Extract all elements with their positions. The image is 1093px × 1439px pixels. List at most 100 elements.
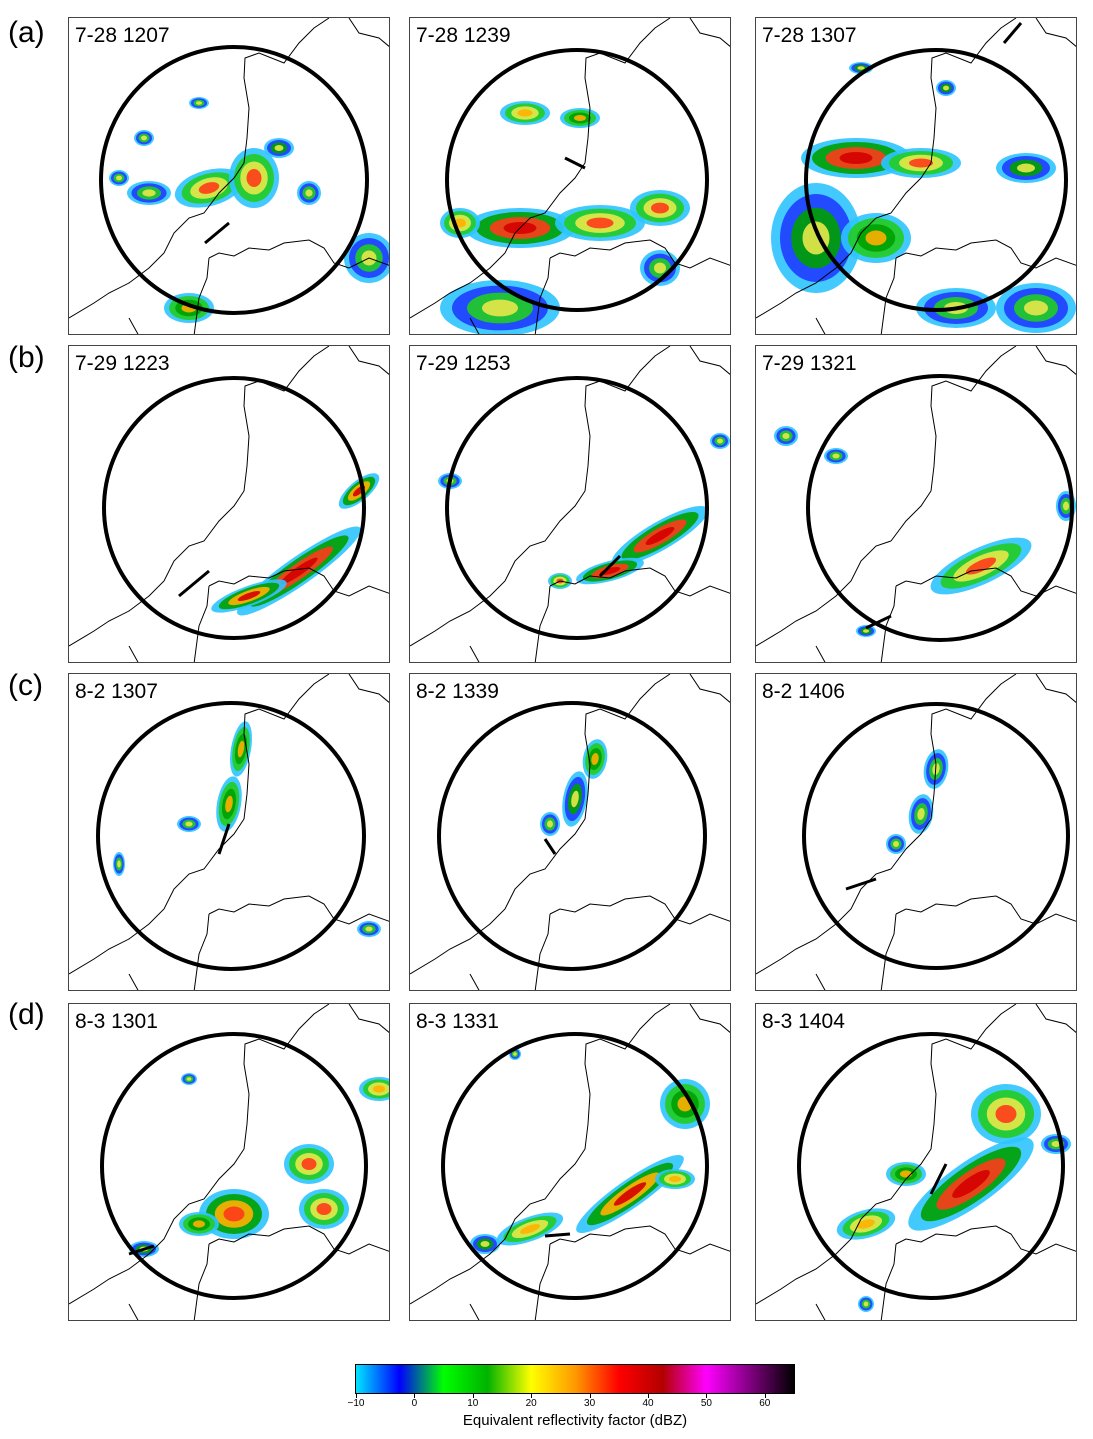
radar-map (756, 1004, 1076, 1320)
panel-timestamp: 8-2 1307 (75, 680, 158, 703)
track-marker (1002, 22, 1023, 44)
radar-panel: 8-2 1406 (755, 673, 1077, 991)
panel-timestamp: 8-2 1406 (762, 680, 845, 703)
echo-cluster (297, 181, 321, 205)
track-marker (204, 221, 230, 245)
radar-panel: 8-2 1307 (68, 673, 390, 991)
coastline (410, 674, 730, 990)
radar-range-circle (96, 701, 366, 971)
echo-cluster (344, 233, 389, 283)
radar-range-circle (806, 374, 1074, 642)
echo-cluster (357, 921, 381, 937)
echo-cluster (886, 1162, 926, 1186)
echo-cluster (710, 433, 730, 449)
echo-cluster (440, 280, 560, 334)
radar-range-circle (802, 702, 1070, 970)
radar-range-circle (445, 48, 709, 312)
track-marker (865, 614, 892, 630)
echo-cluster (127, 181, 171, 205)
echo-cluster (858, 1296, 874, 1312)
track-marker (544, 1232, 571, 1238)
echo-cluster (229, 148, 279, 208)
coastline (69, 674, 389, 990)
radar-panel: 7-28 1307 (755, 17, 1077, 335)
echo-cluster (611, 505, 709, 567)
row-label-d: (d) (8, 998, 45, 1031)
echo-cluster (109, 170, 129, 186)
colorbar-tick-label: 30 (584, 1398, 596, 1409)
radar-panel: 8-3 1331 (409, 1003, 731, 1321)
radar-panel: 8-2 1339 (409, 673, 731, 991)
echo-cluster (881, 148, 961, 178)
row-label-a: (a) (8, 16, 45, 49)
echo-cluster (576, 1154, 684, 1234)
echo-cluster (996, 153, 1056, 183)
coastline (410, 1004, 730, 1320)
colorbar-tick (472, 1393, 474, 1398)
track-marker (128, 1244, 155, 1256)
coastline (756, 674, 1076, 990)
panel-timestamp: 7-28 1239 (416, 24, 511, 47)
row-label-b: (b) (8, 341, 45, 374)
coastline (69, 18, 389, 334)
echo-cluster (774, 426, 798, 446)
echo-cluster (113, 852, 125, 876)
colorbar: −10 0 10 20 30 40 50 60 Equivalent reflectivity… (348, 1364, 795, 1439)
echo-cluster (496, 1212, 564, 1246)
panel-timestamp: 7-29 1223 (75, 352, 170, 375)
echo-cluster (971, 1084, 1041, 1144)
echo-cluster (470, 1234, 500, 1254)
colorbar-tick-label: 10 (467, 1398, 479, 1409)
echo-cluster (211, 579, 287, 613)
echo-cluster (582, 739, 608, 779)
panel-timestamp: 7-29 1321 (762, 352, 857, 375)
panel-timestamp: 7-28 1307 (762, 24, 857, 47)
radar-map (410, 674, 730, 990)
panel-timestamp: 8-3 1301 (75, 1010, 158, 1033)
coastline (756, 1004, 1076, 1320)
radar-map (410, 1004, 730, 1320)
echo-cluster (284, 1144, 334, 1184)
echo-cluster (179, 1212, 219, 1236)
colorbar-tick (356, 1393, 357, 1398)
radar-panel: 7-28 1239 (409, 17, 731, 335)
colorbar-tick-label: 40 (642, 1398, 654, 1409)
echo-cluster (908, 1137, 1034, 1231)
echo-cluster (299, 1189, 349, 1229)
echo-cluster (841, 213, 911, 263)
echo-cluster (500, 101, 550, 125)
track-marker (178, 569, 210, 598)
radar-map (69, 346, 389, 662)
panel-timestamp: 8-2 1339 (416, 680, 499, 703)
echo-cluster (199, 1189, 269, 1239)
echo-cluster (189, 97, 209, 109)
echo-cluster (856, 625, 876, 637)
echo-cluster (655, 1169, 695, 1189)
coastline (69, 346, 389, 662)
echo-cluster (886, 834, 906, 854)
row-label-c: (c) (8, 669, 43, 702)
track-marker (929, 1163, 948, 1195)
colorbar-tick (648, 1393, 649, 1398)
colorbar-tick-label: 20 (525, 1398, 537, 1409)
radar-panel: 8-3 1301 (68, 1003, 390, 1321)
colorbar-tick (589, 1393, 591, 1398)
radar-panel: 7-28 1207 (68, 17, 390, 335)
track-marker (845, 877, 877, 891)
echo-cluster (562, 771, 588, 827)
echo-cluster (216, 776, 242, 832)
echo-cluster (660, 1079, 710, 1129)
echo-cluster (630, 190, 690, 226)
radar-panel: 8-3 1404 (755, 1003, 1077, 1321)
echo-cluster (930, 537, 1032, 595)
echo-cluster (359, 1077, 389, 1101)
coastline (756, 346, 1076, 662)
track-marker (564, 156, 586, 170)
radar-map (756, 346, 1076, 662)
colorbar-tick-label: −10 (347, 1398, 365, 1409)
coastline (69, 1004, 389, 1320)
coastline (756, 18, 1076, 334)
colorbar-tick (706, 1393, 708, 1398)
echo-cluster (555, 205, 645, 241)
panel-timestamp: 7-28 1207 (75, 24, 170, 47)
